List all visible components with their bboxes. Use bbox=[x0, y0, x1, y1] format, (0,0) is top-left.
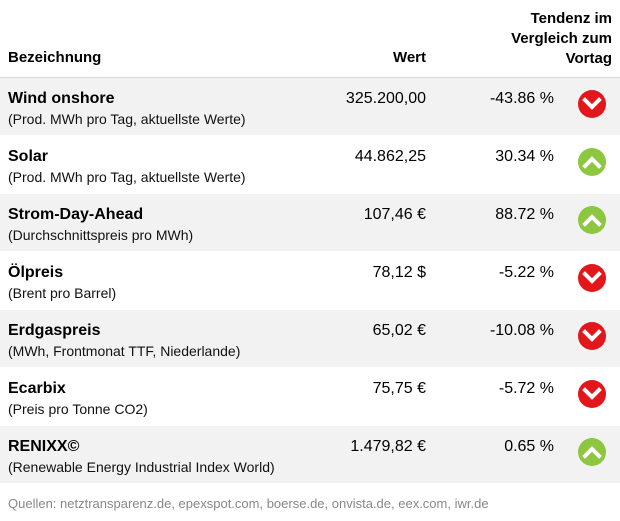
chevron-up-circle-icon bbox=[578, 438, 606, 466]
row-value: 107,46 € bbox=[363, 206, 426, 223]
row-change: 88.72 % bbox=[495, 206, 554, 223]
table-row: Erdgaspreis (MWh, Frontmonat TTF, Nieder… bbox=[0, 310, 620, 368]
row-title: Erdgaspreis bbox=[8, 322, 101, 339]
row-subtitle: (Brent pro Barrel) bbox=[8, 285, 117, 301]
table-row: Ölpreis (Brent pro Barrel) 78,12 $ -5.22… bbox=[0, 252, 620, 310]
row-change: -5.72 % bbox=[498, 380, 554, 397]
column-header-name: Bezeichnung bbox=[8, 49, 102, 66]
row-subtitle: (Preis pro Tonne CO2) bbox=[8, 401, 148, 417]
indicator-table: Wind onshore (Prod. MWh pro Tag, aktuell… bbox=[0, 78, 620, 484]
row-subtitle: (Durchschnittspreis pro MWh) bbox=[8, 227, 194, 243]
row-value: 44.862,25 bbox=[354, 148, 426, 165]
row-subtitle: (MWh, Frontmonat TTF, Niederlande) bbox=[8, 343, 241, 359]
row-title: Strom-Day-Ahead bbox=[8, 206, 144, 223]
table-row: Solar (Prod. MWh pro Tag, aktuellste Wer… bbox=[0, 136, 620, 194]
row-title: Solar bbox=[8, 148, 49, 165]
chevron-down-circle-icon bbox=[578, 380, 606, 408]
chevron-down-circle-icon bbox=[578, 264, 606, 292]
chevron-down-circle-icon bbox=[578, 322, 606, 350]
column-header-trend: Tendenz im Vergleich zum Vortag bbox=[452, 9, 612, 69]
trend-header-line: Tendenz im bbox=[530, 10, 612, 27]
row-title: Ecarbix bbox=[8, 380, 66, 397]
chevron-down-circle-icon bbox=[578, 90, 606, 118]
table-header: Bezeichnung Wert Tendenz im Vergleich zu… bbox=[0, 0, 620, 78]
trend-header-line: Vergleich zum bbox=[511, 30, 612, 47]
row-value: 65,02 € bbox=[372, 322, 426, 339]
row-value: 75,75 € bbox=[372, 380, 426, 397]
row-title: Wind onshore bbox=[8, 90, 115, 107]
row-subtitle: (Prod. MWh pro Tag, aktuellste Werte) bbox=[8, 169, 246, 185]
row-title: RENIXX© bbox=[8, 438, 80, 455]
table-row: RENIXX© (Renewable Energy Industrial Ind… bbox=[0, 426, 620, 484]
chevron-up-circle-icon bbox=[578, 148, 606, 176]
trend-header-line: Vortag bbox=[565, 50, 612, 67]
row-change: 0.65 % bbox=[504, 438, 554, 455]
table-row: Ecarbix (Preis pro Tonne CO2) 75,75 € -5… bbox=[0, 368, 620, 426]
row-value: 325.200,00 bbox=[345, 90, 426, 107]
chevron-up-circle-icon bbox=[578, 206, 606, 234]
sources-footer: Quellen: netztransparenz.de, epexspot.co… bbox=[8, 496, 489, 511]
row-change: 30.34 % bbox=[495, 148, 554, 165]
row-value: 78,12 $ bbox=[372, 264, 426, 281]
row-change: -10.08 % bbox=[489, 322, 554, 339]
row-value: 1.479,82 € bbox=[350, 438, 426, 455]
table-row: Wind onshore (Prod. MWh pro Tag, aktuell… bbox=[0, 78, 620, 136]
row-title: Ölpreis bbox=[8, 264, 64, 281]
column-header-value: Wert bbox=[392, 49, 426, 66]
row-subtitle: (Prod. MWh pro Tag, aktuellste Werte) bbox=[8, 111, 246, 127]
table-row: Strom-Day-Ahead (Durchschnittspreis pro … bbox=[0, 194, 620, 252]
row-subtitle: (Renewable Energy Industrial Index World… bbox=[8, 459, 275, 475]
row-change: -43.86 % bbox=[489, 90, 554, 107]
row-change: -5.22 % bbox=[498, 264, 554, 281]
